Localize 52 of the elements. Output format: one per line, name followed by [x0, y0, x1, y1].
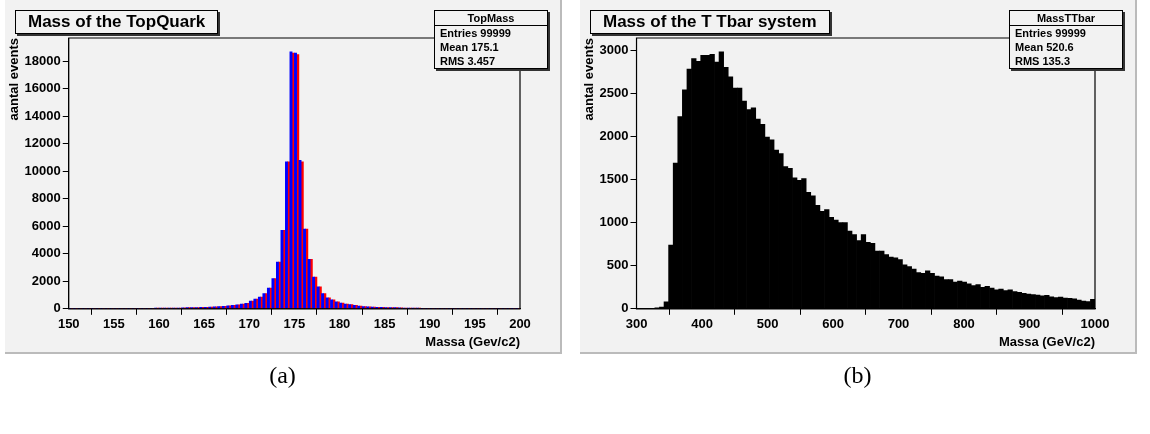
text: (a) [268, 362, 297, 389]
x-tick-label: 160 [148, 316, 170, 332]
x-tick-label: 155 [103, 316, 125, 332]
x-tick-label: 165 [193, 316, 215, 332]
x-tick-label: 1000 [1080, 316, 1110, 332]
x-tick-label: 180 [328, 316, 351, 332]
y-tick-label: 2000 [31, 272, 61, 288]
y-tick-label: 6000 [31, 217, 61, 233]
x-axis-title: Massa (Gev/c2) [425, 333, 520, 349]
y-tick-label: 1500 [599, 171, 629, 187]
x-tick-label: 800 [953, 316, 975, 332]
statistics-box: MassTTbar Entries 99999 Mean 520.6 RMS 135.3 [1009, 10, 1123, 69]
y-tick-label: 3000 [599, 41, 629, 57]
y-axis-title: aantal events [6, 38, 22, 121]
x-tick-label: 200 [509, 316, 531, 332]
y-tick-label: 10000 [24, 162, 61, 178]
y-tick-label: 4000 [31, 245, 61, 261]
x-tick-label: 300 [625, 316, 648, 332]
x-tick-label: 700 [887, 316, 910, 332]
y-tick-label: 12000 [24, 135, 61, 151]
y-tick-label: 0 [53, 300, 61, 316]
annotation: RMS 3.457 [439, 54, 497, 68]
x-axis-title: Massa (GeV/c2) [998, 333, 1095, 349]
x-tick-label: 190 [418, 316, 441, 332]
y-tick-label: 14000 [24, 107, 61, 123]
x-tick-label: 900 [1018, 316, 1041, 332]
text: (b) [842, 362, 873, 389]
x-tick-label: 185 [373, 316, 396, 332]
x-tick-label: 170 [238, 316, 261, 332]
y-tick-label: 500 [606, 257, 629, 273]
y-tick-label: 18000 [24, 52, 61, 68]
annotation: RMS 135.3 [1014, 54, 1072, 68]
x-tick-label: 195 [464, 316, 486, 332]
x-tick-label: 150 [57, 316, 80, 332]
y-tick-label: 8000 [31, 190, 61, 206]
y-tick-label: 0 [621, 300, 629, 316]
y-axis-title: aantal events [581, 38, 597, 121]
x-tick-label: 175 [283, 316, 306, 332]
statistics-box: TopMass Entries 99999 Mean 175.1 RMS 3.457 [434, 10, 548, 69]
annotation: Entries 99999 [439, 26, 512, 40]
title-box: Mass of the T Tbar system [590, 10, 830, 34]
x-tick-label: 500 [756, 316, 779, 332]
y-tick-label: 1000 [599, 214, 629, 230]
x-tick-label: 400 [691, 316, 713, 332]
title-box: Mass of the TopQuark [15, 10, 219, 34]
annotation: Mean 520.6 [1014, 40, 1075, 54]
y-tick-label: 16000 [24, 80, 61, 96]
y-tick-label: 2000 [599, 127, 629, 143]
annotation: Mean 175.1 [439, 40, 500, 54]
x-tick-label: 600 [822, 316, 844, 332]
annotation: Entries 99999 [1014, 26, 1087, 40]
y-tick-label: 2500 [599, 84, 629, 100]
